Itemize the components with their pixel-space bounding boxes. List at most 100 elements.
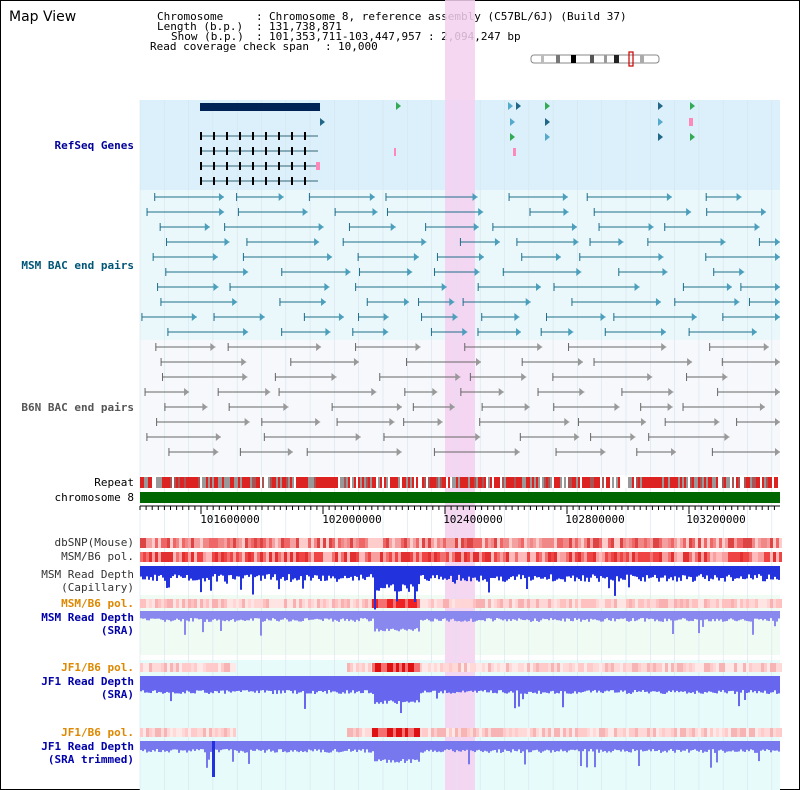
repeat-block [368,477,370,488]
track-label-msm-bac[interactable]: MSM BAC end pairs [21,259,134,272]
exon [200,147,202,155]
depth-bar [302,566,304,589]
track-label-refseq[interactable]: RefSeq Genes [54,139,134,152]
depth-bar [554,566,556,581]
track-label-jf1-b6-pol-1[interactable]: JF1/B6 pol. [61,661,134,674]
pol-cell [752,552,755,562]
pol-cell [545,599,548,608]
depth-bar [358,566,360,581]
gene-arrow [510,118,515,126]
depth-bar [456,741,458,751]
depth-bar [150,741,152,752]
pol-cell [393,599,396,608]
track-label-msm-b6-pol-1[interactable]: MSM/B6 pol. [61,550,134,563]
depth-bar [200,611,202,620]
depth-bar [294,676,296,691]
depth-bar [482,741,484,753]
depth-bar [724,566,726,582]
depth-bar [444,676,446,691]
depth-bar [400,741,402,761]
depth-bar [330,676,332,693]
pol-cell [455,599,458,608]
depth-bar [324,566,326,581]
depth-bar [176,741,178,750]
depth-bar [650,676,652,692]
pol-cell [545,663,548,672]
depth-bar [454,741,456,753]
exon [213,162,215,170]
pol-cell [686,663,689,672]
repeat-block [322,477,324,488]
depth-bar [498,676,500,691]
depth-bar [658,611,660,622]
depth-bar [260,611,262,636]
pol-cell [704,599,707,608]
coverage-value: 10,000 [338,40,378,53]
track-label-jf1-depth-trim-1[interactable]: JF1 Read Depth [41,740,134,753]
pol-cell [701,728,704,737]
depth-bar [426,611,428,619]
track-label-repeat[interactable]: Repeat [94,476,134,489]
depth-bar [210,676,212,693]
depth-bar [750,566,752,579]
depth-bar [142,611,144,619]
pol-cell [185,728,188,737]
pol-cell [206,599,209,608]
bac-end-arrow [265,388,271,396]
depth-bar [574,566,576,582]
pol-cell [417,599,420,608]
track-label-msm-depth-cap-1[interactable]: MSM Read Depth [41,568,134,581]
pol-cell [716,552,719,562]
depth-bar [480,611,482,621]
repeat-block [762,477,764,488]
pol-cell [635,552,638,562]
pol-cell [608,728,611,737]
repeat-block [336,477,338,488]
pol-cell [218,538,221,548]
depth-bar [180,611,182,622]
repeat-block [196,477,198,488]
depth-bar [156,566,158,581]
pol-cell [590,599,593,608]
pol-cell [509,552,512,562]
repeat-block [708,477,710,488]
pol-cell [206,663,209,672]
repeat-block [750,477,752,488]
depth-bar [430,611,432,622]
pol-cell [680,663,683,672]
pol-cell [734,552,737,562]
pol-cell [611,663,614,672]
pol-cell [347,552,350,562]
pol-cell [488,538,491,548]
track-label-msm-depth-sra-1[interactable]: MSM Read Depth [41,611,134,624]
pol-cell [659,663,662,672]
repeat-block [214,477,216,488]
pol-cell [656,538,659,548]
depth-bar [278,676,280,691]
repeat-block [534,477,536,488]
depth-bar [188,611,190,622]
pol-cell [149,538,152,548]
track-label-b6n-bac[interactable]: B6N BAC end pairs [21,401,134,414]
bac-end-arrow [202,403,208,411]
depth-bar [632,611,634,619]
depth-bar [530,611,532,622]
bac-end-arrow [648,223,654,231]
track-label-msm-b6-pol-2[interactable]: MSM/B6 pol. [61,597,134,610]
repeat-block [288,477,290,488]
depth-bar [210,741,212,752]
track-label-chromosome[interactable]: chromosome 8 [54,491,134,504]
pol-cell [215,663,218,672]
pol-cell [518,552,521,562]
track-label-jf1-depth-sra-1[interactable]: JF1 Read Depth [41,675,134,688]
repeat-block [554,477,556,488]
pol-cell [263,599,266,608]
pol-cell [497,599,500,608]
depth-bar [590,566,592,578]
track-label-dbsnp[interactable]: dbSNP(Mouse) [54,536,134,549]
pol-cell [299,538,302,548]
pol-cell [578,728,581,737]
depth-bar [644,676,646,692]
track-label-jf1-b6-pol-2[interactable]: JF1/B6 pol. [61,726,134,739]
